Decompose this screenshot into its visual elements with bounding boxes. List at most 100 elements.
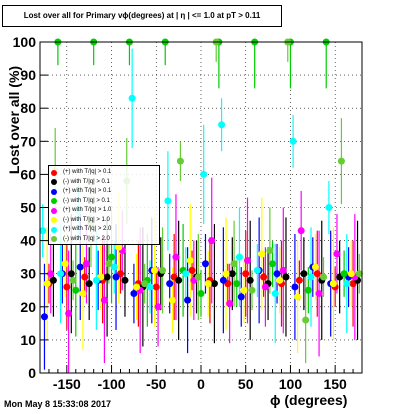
x-tick-label: 0 <box>197 376 205 392</box>
data-point <box>49 276 57 284</box>
data-point <box>355 270 363 278</box>
y-tick-label: 20 <box>20 299 36 315</box>
data-point <box>128 94 136 102</box>
y-tick-label: 70 <box>20 133 36 149</box>
x-axis-title: ϕ (degrees) <box>270 392 348 408</box>
data-point <box>40 313 48 321</box>
data-point <box>67 270 75 278</box>
data-point <box>333 250 341 258</box>
data-point <box>226 299 234 307</box>
data-point <box>108 253 116 261</box>
data-point <box>141 280 149 288</box>
y-axis-title: Lost over all (%) <box>6 65 22 175</box>
data-point <box>325 204 333 211</box>
date-stamp: Mon May 8 15:33:08 2017 <box>4 399 112 409</box>
data-point <box>65 309 73 317</box>
data-point <box>164 197 172 205</box>
data-point <box>105 260 113 268</box>
data-point <box>184 296 192 304</box>
legend-entry: (-) with T/|q| > 0.1 <box>51 178 110 187</box>
x-tick-label: 100 <box>279 376 303 392</box>
data-point <box>175 276 183 284</box>
legend-marker <box>51 188 57 195</box>
legend-marker <box>51 169 57 176</box>
data-point <box>133 283 141 291</box>
data-point <box>100 296 108 304</box>
data-point <box>146 283 154 291</box>
data-point <box>152 283 160 291</box>
y-tick-label: 60 <box>20 166 36 182</box>
data-point <box>172 253 180 261</box>
data-point <box>244 256 252 264</box>
data-point <box>121 276 129 284</box>
x-tick-label: -50 <box>146 376 166 392</box>
data-point <box>194 273 202 281</box>
data-point <box>159 266 167 274</box>
data-point <box>76 263 84 271</box>
y-tick-label: 80 <box>20 100 36 116</box>
legend-entry: (-) with T/|q| > 2.0 <box>51 235 110 244</box>
chart-title: Lost over all for Primary vϕ(degrees) at… <box>2 5 282 27</box>
data-point <box>228 270 236 278</box>
data-point <box>166 280 174 288</box>
legend-label: (-) with T/|q| > 0.1 <box>63 197 110 204</box>
legend-label: (-) with T/|q| > 0.1 <box>63 178 110 185</box>
data-point <box>240 286 248 294</box>
legend-entry: (+) with T/|q| > 0.1 <box>51 187 111 196</box>
data-point <box>343 280 351 288</box>
legend-label: (+) with T/|q| > 1.0 <box>63 207 112 213</box>
data-point <box>83 260 91 268</box>
data-point <box>103 273 111 281</box>
y-tick-label: 50 <box>20 200 36 216</box>
data-point <box>347 270 355 278</box>
data-point <box>302 316 310 324</box>
legend-label: (+) with T/|q| > 0.1 <box>63 188 112 194</box>
data-point <box>130 290 138 298</box>
data-point <box>246 276 254 284</box>
data-point <box>150 266 158 274</box>
y-tick-label: 10 <box>20 332 36 348</box>
data-point <box>200 170 208 178</box>
data-point <box>258 250 266 258</box>
data-point <box>63 283 71 291</box>
legend-marker <box>51 207 57 214</box>
data-point <box>72 286 80 294</box>
data-point <box>337 157 345 165</box>
legend-entry: (+) with T/|q| > 2.0 <box>51 225 111 234</box>
legend-entry: (+) with T/|q| > 0.1 <box>51 168 111 177</box>
x-tick-label: -100 <box>98 376 126 392</box>
data-point <box>110 263 118 271</box>
y-tick-label: 30 <box>20 266 36 282</box>
data-point <box>233 280 241 288</box>
data-point <box>208 237 216 245</box>
data-point <box>47 270 55 278</box>
legend-marker <box>51 179 57 185</box>
legend-entry: (-) with T/|q| > 0.1 <box>51 197 110 206</box>
x-tick-label: 50 <box>238 376 254 392</box>
data-point <box>248 286 256 294</box>
data-point <box>242 270 250 278</box>
data-point <box>204 280 212 288</box>
data-point <box>197 290 205 298</box>
data-point <box>182 270 190 278</box>
data-point <box>219 276 227 284</box>
data-point <box>230 260 238 268</box>
data-point <box>222 270 230 278</box>
x-tick-label: 150 <box>323 376 347 392</box>
data-point <box>311 263 319 271</box>
data-point <box>69 276 77 284</box>
legend-label: (-) with T/|q| > 1.0 <box>63 216 110 223</box>
data-point <box>260 273 268 281</box>
data-point <box>261 283 269 291</box>
data-point <box>304 286 312 294</box>
data-point <box>79 290 87 298</box>
data-point <box>297 227 305 235</box>
data-point <box>176 157 184 165</box>
legend-marker <box>51 217 57 223</box>
data-point <box>320 273 328 281</box>
data-point <box>112 273 120 281</box>
data-point <box>39 227 47 235</box>
legend-marker <box>51 236 57 242</box>
data-point <box>85 280 93 288</box>
legend-marker <box>51 226 57 233</box>
